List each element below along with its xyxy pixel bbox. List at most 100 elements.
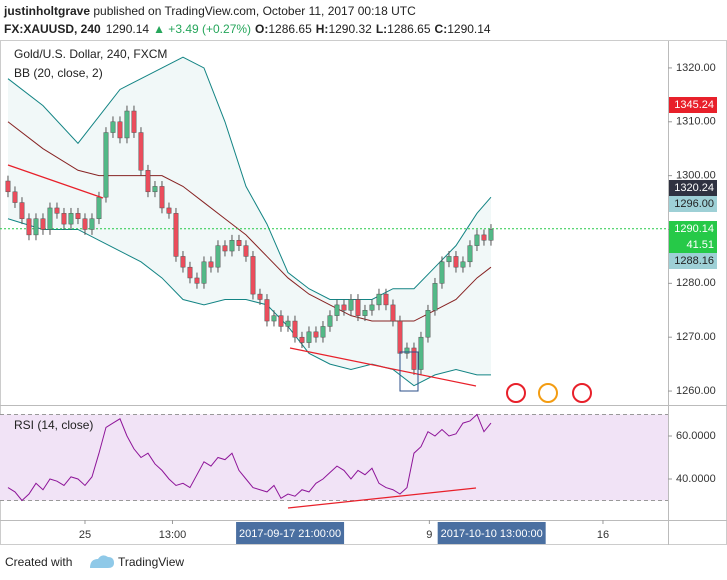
candle-body [215, 245, 221, 268]
candle-body [47, 207, 53, 230]
plot-layer: 40.0000 60.0000 1260.00 1270.00 1280.00 1290.… [0, 41, 727, 545]
candle-body [362, 310, 368, 316]
candle-body [369, 304, 375, 311]
price-badge-label: 1290.14 [674, 223, 714, 235]
price-badge-label: 1345.24 [674, 99, 714, 111]
candle-body [131, 110, 137, 133]
candle-body [341, 304, 347, 311]
candle-body [264, 299, 270, 322]
candle-body [418, 336, 424, 370]
symbol-line: FX:XAUUSD, 240 1290.14 ▲ +3.49 (+0.27%) O:1… [4, 22, 491, 36]
candle-body [40, 218, 46, 230]
candle-body [271, 315, 277, 322]
highlight-tick-box [236, 522, 345, 544]
candle-body [453, 256, 459, 268]
event-icon [538, 383, 558, 403]
candle-body [355, 299, 361, 316]
price: 1290.14 [106, 22, 150, 36]
price-badge [669, 97, 717, 113]
candle-body [187, 266, 193, 279]
candle-body [243, 245, 249, 257]
bb-upper [7, 56, 492, 300]
event-icons [506, 383, 592, 403]
candle-body [54, 207, 60, 214]
candle-body [124, 110, 130, 139]
candle-body [103, 132, 109, 198]
candle-body [166, 207, 172, 214]
candle-body [488, 229, 494, 241]
ohlc-value: 1290.14 [447, 22, 491, 36]
y-tick-label: 1320.00 [676, 62, 716, 74]
price-badge [669, 180, 717, 196]
price-badge [669, 221, 717, 237]
candle-body [222, 245, 228, 252]
candle-body [68, 213, 74, 225]
candle-body [439, 261, 445, 284]
candle-body [33, 218, 39, 236]
candle-body [194, 277, 200, 284]
trend-line [7, 164, 104, 199]
candle-body [201, 261, 207, 284]
candle-body [110, 121, 116, 133]
candle-body [236, 240, 242, 246]
ohlc-label: H: [316, 22, 329, 36]
candle-body [75, 213, 81, 219]
candle-body [376, 293, 382, 306]
y-tick-label: 1310.00 [676, 116, 716, 128]
candle-body [327, 315, 333, 327]
candle-body [383, 293, 389, 306]
candle-body [306, 331, 312, 343]
rsi-tick-label: 40.0000 [676, 473, 716, 485]
event-icon [572, 383, 592, 403]
candle-body [292, 320, 298, 338]
x-tick-label: 13:00 [159, 529, 187, 541]
event-icon [506, 383, 526, 403]
box-drawing [399, 351, 419, 392]
price-badge-label: 41.51 [686, 239, 714, 251]
candle-body [285, 320, 291, 327]
candle-body [173, 213, 179, 257]
rsi-line [7, 413, 492, 502]
candle-body [229, 240, 235, 252]
price-badge-label: 1320.24 [674, 182, 714, 194]
price-badge-label: 1288.16 [674, 255, 714, 267]
candle-body [26, 218, 32, 236]
candle-body [19, 202, 25, 219]
y-tick-label: 1260.00 [676, 385, 716, 397]
brand: TradingView [118, 555, 184, 569]
rsi-trend-line [287, 487, 477, 509]
y-tick-label: 1300.00 [676, 170, 716, 182]
highlight-tick-label: 2017-09-17 21:00:00 [239, 528, 341, 540]
author: justinholtgrave [3, 4, 90, 18]
candle-body [432, 283, 438, 311]
candle-body [152, 186, 158, 193]
price-badge-label: 1296.00 [674, 198, 714, 210]
candle-body [61, 213, 67, 225]
change: ▲ +3.49 (+0.27%) [153, 22, 251, 36]
candle-body [390, 304, 396, 322]
candle-body [278, 315, 284, 327]
candle-body [117, 121, 123, 139]
highlight-tick-label: 2017-10-10 13:00:00 [441, 528, 543, 540]
candle-body [180, 256, 186, 268]
candle-body [138, 132, 144, 171]
candle-body [82, 218, 88, 230]
footer: Created with TradingView [5, 555, 184, 569]
candle-body [257, 293, 263, 300]
published: published on TradingView.com, October 11… [90, 4, 416, 18]
price-badge [669, 196, 717, 212]
price-badge [669, 253, 717, 269]
candle-body [89, 218, 95, 230]
candle-body [425, 310, 431, 338]
candle-body [313, 331, 319, 338]
candle-body [208, 261, 214, 268]
price-badge [669, 237, 717, 253]
candle-body [334, 304, 340, 316]
candle-body [96, 196, 102, 219]
candle-body [145, 169, 151, 193]
ohlc-label: O: [255, 22, 268, 36]
candle-body [320, 326, 326, 338]
ohlc-value: 1286.65 [268, 22, 312, 36]
candle-body [250, 256, 256, 295]
rsi-band [0, 414, 668, 501]
